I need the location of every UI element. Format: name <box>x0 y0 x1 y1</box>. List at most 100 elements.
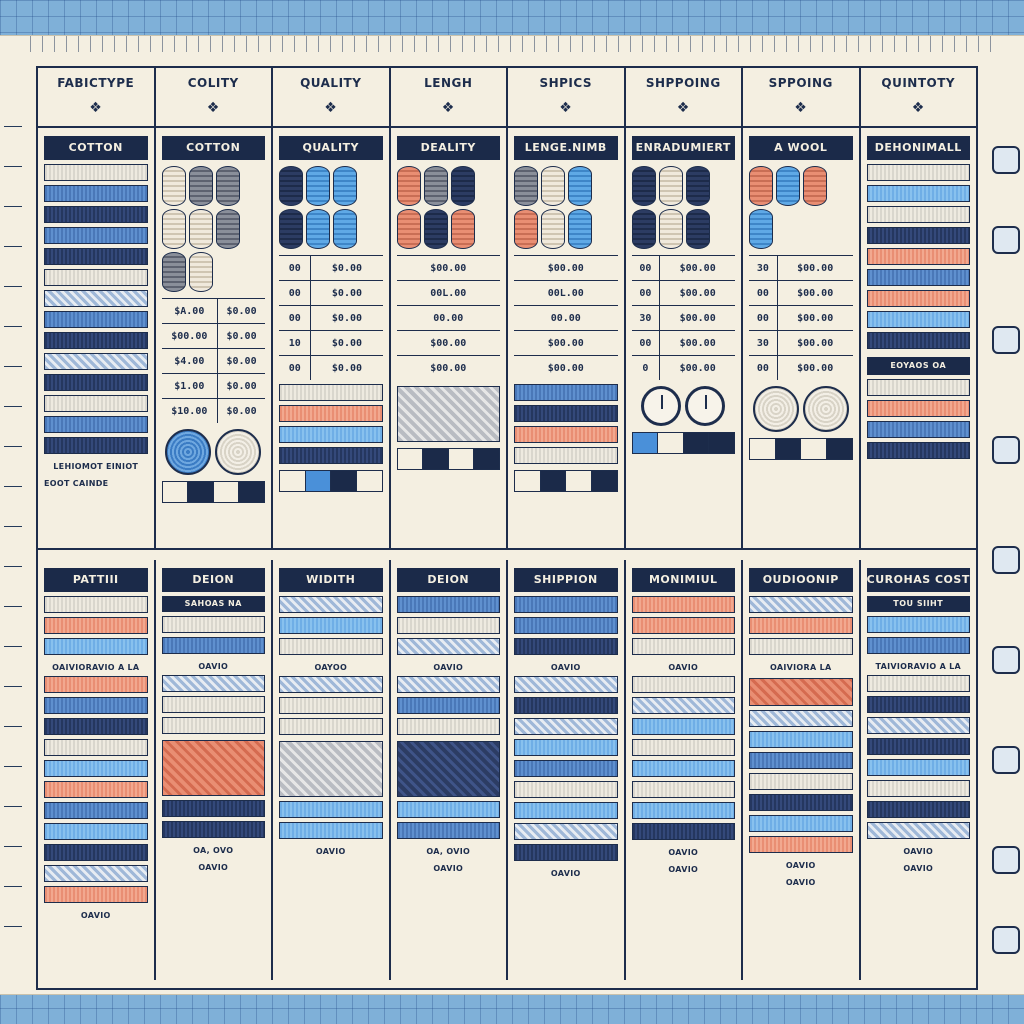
fabric-swatch[interactable] <box>279 676 383 693</box>
fabric-swatch[interactable] <box>866 822 970 839</box>
fabric-swatch[interactable] <box>44 638 148 655</box>
fabric-swatch[interactable] <box>44 374 148 391</box>
fabric-swatch[interactable] <box>749 773 853 790</box>
spool-icon[interactable] <box>658 166 683 206</box>
fabric-swatch[interactable] <box>279 405 383 422</box>
fabric-swatch[interactable] <box>279 617 383 634</box>
fabric-swatch[interactable] <box>749 731 853 748</box>
fabric-swatch[interactable] <box>749 710 853 727</box>
fabric-swatch[interactable] <box>44 416 148 433</box>
fabric-swatch[interactable] <box>866 311 970 328</box>
fabric-swatch[interactable] <box>631 760 735 777</box>
fabric-swatch[interactable] <box>866 332 970 349</box>
spool-icon[interactable] <box>658 209 683 249</box>
fabric-swatch[interactable] <box>866 780 970 797</box>
spool-icon[interactable] <box>423 166 448 206</box>
fabric-swatch[interactable] <box>44 269 148 286</box>
fabric-swatch[interactable] <box>279 426 383 443</box>
fabric-swatch[interactable] <box>749 617 853 634</box>
fabric-swatch[interactable] <box>631 739 735 756</box>
fabric-swatch[interactable] <box>396 596 500 613</box>
spool-icon[interactable] <box>188 166 213 206</box>
fabric-swatch[interactable] <box>44 353 148 370</box>
fabric-swatch[interactable] <box>866 400 970 417</box>
fabric-swatch[interactable] <box>44 865 148 882</box>
fabric-swatch[interactable] <box>631 638 735 655</box>
fabric-swatch[interactable] <box>279 718 383 735</box>
fabric-swatch[interactable] <box>279 384 383 401</box>
spool-icon[interactable] <box>279 209 303 249</box>
fabric-swatch[interactable] <box>44 164 148 181</box>
spool-icon[interactable] <box>631 209 656 249</box>
spool-icon[interactable] <box>396 166 421 206</box>
fabric-swatch[interactable] <box>396 676 500 693</box>
fabric-swatch[interactable] <box>866 164 970 181</box>
fabric-swatch[interactable] <box>44 823 148 840</box>
fabric-swatch[interactable] <box>749 794 853 811</box>
fabric-swatch[interactable] <box>631 676 735 693</box>
header-quantity[interactable]: QUINTOTY ❖ <box>861 68 977 126</box>
texture-sample[interactable] <box>279 741 383 797</box>
fabric-swatch[interactable] <box>514 447 618 464</box>
fabric-swatch[interactable] <box>161 696 265 713</box>
header-sppoing[interactable]: SPPOING ❖ <box>743 68 861 126</box>
fabric-swatch[interactable] <box>514 823 618 840</box>
fabric-swatch[interactable] <box>161 800 265 817</box>
fabric-swatch[interactable] <box>44 395 148 412</box>
fabric-swatch[interactable] <box>279 697 383 714</box>
fabric-swatch[interactable] <box>44 617 148 634</box>
spool-icon[interactable] <box>423 209 448 249</box>
spool-icon[interactable] <box>568 166 592 206</box>
fabric-swatch[interactable] <box>44 596 148 613</box>
fabric-swatch[interactable] <box>44 844 148 861</box>
header-length[interactable]: LENGH ❖ <box>391 68 508 126</box>
spool-icon[interactable] <box>450 209 475 249</box>
fabric-swatch[interactable] <box>44 185 148 202</box>
fabric-swatch[interactable] <box>514 638 618 655</box>
spool-icon[interactable] <box>568 209 592 249</box>
fabric-swatch[interactable] <box>396 638 500 655</box>
fabric-swatch[interactable] <box>514 844 618 861</box>
fabric-swatch[interactable] <box>866 717 970 734</box>
fabric-swatch[interactable] <box>396 801 500 818</box>
spool-icon[interactable] <box>396 209 421 249</box>
fabric-swatch[interactable] <box>631 823 735 840</box>
fabric-swatch[interactable] <box>866 227 970 244</box>
fabric-swatch[interactable] <box>514 596 618 613</box>
fabric-swatch[interactable] <box>44 760 148 777</box>
fabric-swatch[interactable] <box>44 886 148 903</box>
texture-sample[interactable] <box>396 741 500 797</box>
spool-icon[interactable] <box>333 166 357 206</box>
fabric-swatch[interactable] <box>866 379 970 396</box>
fabric-swatch[interactable] <box>279 801 383 818</box>
fabric-swatch[interactable] <box>749 836 853 853</box>
spool-icon[interactable] <box>631 166 656 206</box>
spool-icon[interactable] <box>215 209 240 249</box>
fabric-swatch[interactable] <box>866 442 970 459</box>
fabric-swatch[interactable] <box>749 638 853 655</box>
spool-icon[interactable] <box>161 166 186 206</box>
fabric-swatch[interactable] <box>514 405 618 422</box>
spool-icon[interactable] <box>685 209 710 249</box>
fabric-swatch[interactable] <box>631 802 735 819</box>
fabric-swatch[interactable] <box>866 421 970 438</box>
fabric-swatch[interactable] <box>44 227 148 244</box>
fabric-swatch[interactable] <box>866 616 970 633</box>
fabric-swatch[interactable] <box>44 802 148 819</box>
fabric-swatch[interactable] <box>866 738 970 755</box>
header-shpics[interactable]: SHPICS ❖ <box>508 68 626 126</box>
fabric-swatch[interactable] <box>631 697 735 714</box>
spool-icon[interactable] <box>541 166 565 206</box>
spool-icon[interactable] <box>749 209 773 249</box>
fabric-swatch[interactable] <box>866 290 970 307</box>
fabric-swatch[interactable] <box>749 815 853 832</box>
spool-icon[interactable] <box>306 209 330 249</box>
spool-icon[interactable] <box>306 166 330 206</box>
spool-icon[interactable] <box>514 166 538 206</box>
fabric-swatch[interactable] <box>866 801 970 818</box>
fabric-swatch[interactable] <box>514 676 618 693</box>
spool-icon[interactable] <box>749 166 773 206</box>
fabric-swatch[interactable] <box>514 802 618 819</box>
fabric-swatch[interactable] <box>44 290 148 307</box>
spool-icon[interactable] <box>215 166 240 206</box>
